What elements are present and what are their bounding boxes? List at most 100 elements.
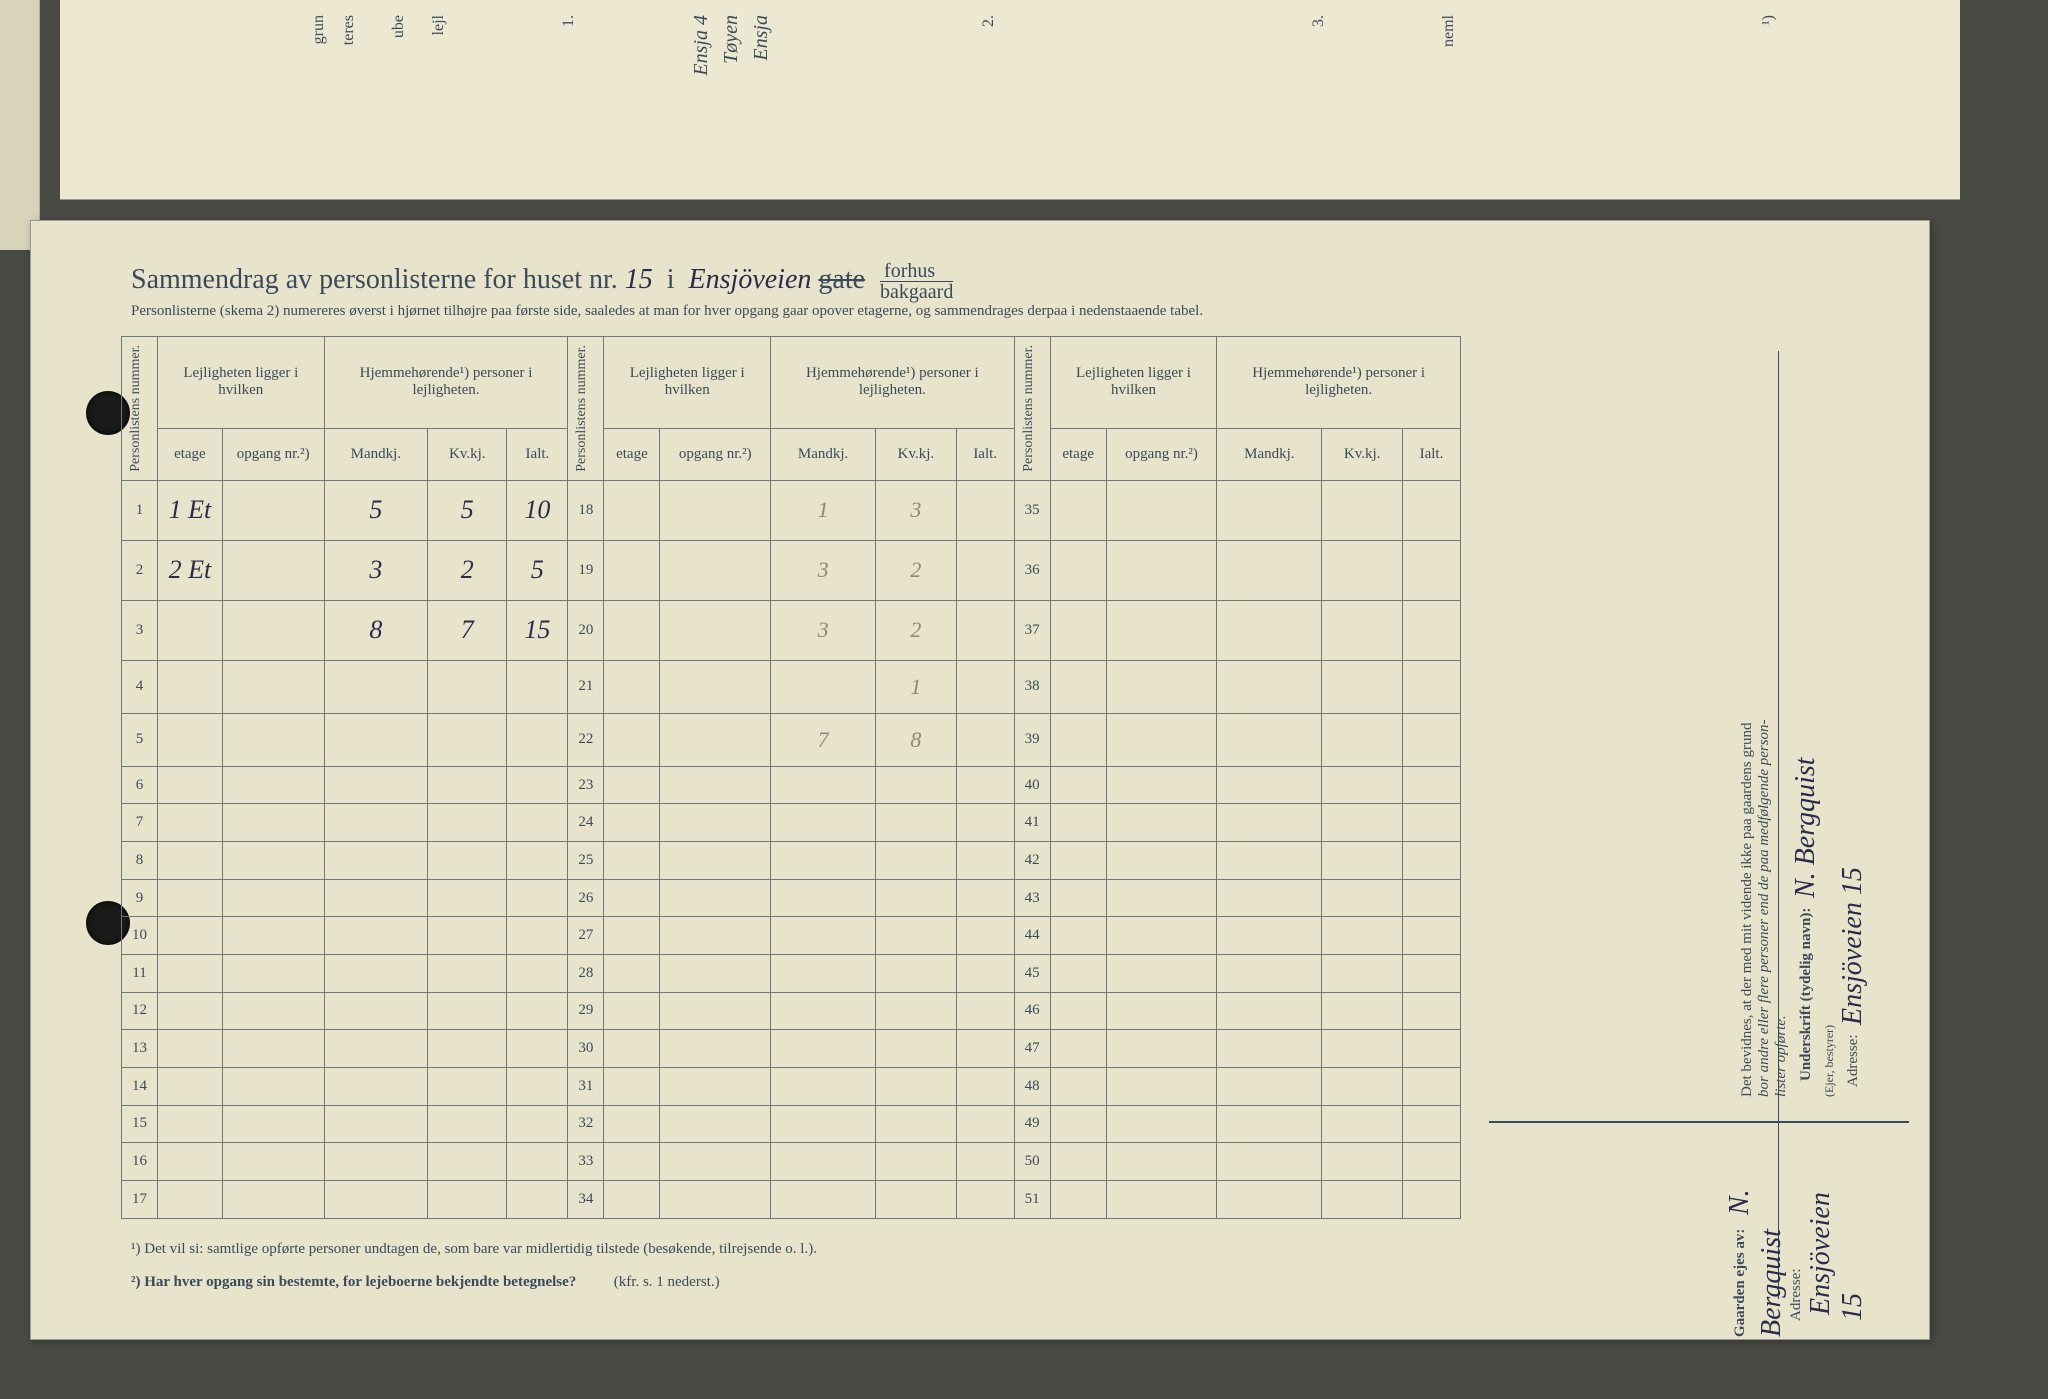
cell-t [1402, 1143, 1460, 1181]
cell-k [428, 1180, 507, 1218]
frag: teres [340, 15, 358, 45]
row-num: 10 [122, 917, 158, 955]
row-num: 41 [1014, 804, 1050, 842]
cell-m [771, 660, 876, 713]
page-edge [0, 0, 40, 250]
cell-opgang [1106, 879, 1217, 917]
cell-etage [604, 1105, 660, 1143]
cell-m [1217, 540, 1322, 600]
cell-k [876, 1067, 957, 1105]
footnote-2-ref: (kfr. s. 1 nederst.) [614, 1274, 720, 1290]
cell-k: 2 [428, 540, 507, 600]
cell-opgang [1106, 1030, 1217, 1068]
cell-t: 10 [507, 480, 568, 540]
cell-etage [1050, 842, 1106, 880]
cell-m [1217, 954, 1322, 992]
house-number: 15 [625, 264, 653, 295]
cell-k [1322, 992, 1403, 1030]
cell-etage [1050, 600, 1106, 660]
cell-etage [604, 540, 660, 600]
table-row: 16 33 50 [122, 1143, 1461, 1181]
cell-k [1322, 1143, 1403, 1181]
cell-t [1402, 1030, 1460, 1068]
cell-etage [604, 600, 660, 660]
row-num: 7 [122, 804, 158, 842]
cell-etage [158, 1143, 223, 1181]
row-num: 31 [568, 1067, 604, 1105]
cell-t [956, 992, 1014, 1030]
cell-t [1402, 766, 1460, 804]
cell-t [956, 1105, 1014, 1143]
cell-etage [604, 879, 660, 917]
cell-t [956, 540, 1014, 600]
owner-address: Ensjöveien 15 [1805, 1192, 1868, 1321]
row-num: 13 [122, 1030, 158, 1068]
cell-m [1217, 766, 1322, 804]
cell-etage: 2 Et [158, 540, 223, 600]
cell-m [1217, 992, 1322, 1030]
col-mandkj: Mandkj. [1217, 428, 1322, 480]
col-persnum: Personlistens nummer. [126, 339, 146, 478]
cell-t [1402, 804, 1460, 842]
cell-t [507, 660, 568, 713]
frag-hand: Ensja 4 [690, 15, 713, 76]
row-num: 46 [1014, 992, 1050, 1030]
cell-k: 7 [428, 600, 507, 660]
cell-m [1217, 660, 1322, 713]
cell-k [876, 992, 957, 1030]
cell-opgang [222, 480, 324, 540]
cell-k [428, 1143, 507, 1181]
row-num: 48 [1014, 1067, 1050, 1105]
cell-m [324, 804, 428, 842]
cell-m: 7 [771, 713, 876, 766]
cell-t [1402, 600, 1460, 660]
cell-opgang [660, 804, 771, 842]
col-hjem: Hjemmehørende¹) personer i lejligheten. [324, 337, 568, 429]
cell-k [1322, 480, 1403, 540]
cell-t [956, 1180, 1014, 1218]
col-mandkj: Mandkj. [771, 428, 876, 480]
cell-opgang [1106, 842, 1217, 880]
cell-opgang [660, 842, 771, 880]
cell-opgang [222, 600, 324, 660]
cell-t [1402, 1067, 1460, 1105]
cell-t [1402, 917, 1460, 955]
cell-t [507, 992, 568, 1030]
cell-m: 3 [324, 540, 428, 600]
cell-etage [604, 992, 660, 1030]
bakgaard: bakgaard [880, 281, 953, 303]
table-row: 4 21 1 38 [122, 660, 1461, 713]
cell-t [956, 660, 1014, 713]
cell-t [507, 954, 568, 992]
cell-t [1402, 540, 1460, 600]
table-row: 17 34 51 [122, 1180, 1461, 1218]
cell-m [771, 1067, 876, 1105]
cell-t [1402, 713, 1460, 766]
cell-opgang [660, 1180, 771, 1218]
cell-m [1217, 480, 1322, 540]
cell-k [876, 879, 957, 917]
cell-k [1322, 1180, 1403, 1218]
cell-k: 2 [876, 600, 957, 660]
cell-k [1322, 1067, 1403, 1105]
cell-m [771, 954, 876, 992]
title-mid: i [667, 264, 675, 295]
col-ialt: Ialt. [956, 428, 1014, 480]
cell-opgang [660, 1067, 771, 1105]
cell-t [507, 713, 568, 766]
cell-t [1402, 992, 1460, 1030]
table-row: 7 24 41 [122, 804, 1461, 842]
page-title: Sammendrag av personlisterne for huset n… [131, 261, 953, 302]
cell-k: 5 [428, 480, 507, 540]
cell-k [1322, 713, 1403, 766]
cell-etage [1050, 804, 1106, 842]
cell-t [507, 879, 568, 917]
cell-t: 15 [507, 600, 568, 660]
cell-m [324, 992, 428, 1030]
row-num: 2 [122, 540, 158, 600]
cell-m [771, 804, 876, 842]
row-num: 28 [568, 954, 604, 992]
cell-opgang [222, 804, 324, 842]
cell-etage [604, 1180, 660, 1218]
cell-k [428, 992, 507, 1030]
